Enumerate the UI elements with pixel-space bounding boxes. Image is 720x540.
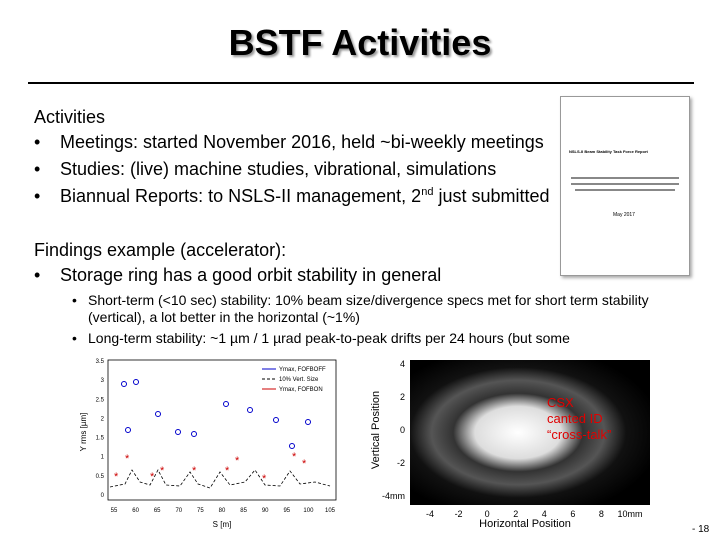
bullet-text: Meetings: started November 2016, held ~b… bbox=[60, 132, 544, 152]
svg-text:*: * bbox=[150, 471, 155, 483]
x-tick-label: 90 bbox=[262, 508, 269, 514]
report-date: May 2017 bbox=[613, 212, 635, 218]
svg-text:*: * bbox=[302, 458, 307, 470]
x-axis-label: S [m] bbox=[213, 520, 232, 529]
sub-bullet-text: Short-term (<10 sec) stability: 10% beam… bbox=[88, 292, 649, 325]
report-thumbnail: NSLS-II Beam Stability Task Force Report… bbox=[560, 96, 690, 276]
svg-text:*: * bbox=[262, 473, 267, 485]
svg-text:*: * bbox=[192, 465, 197, 477]
x-axis-label: Horizontal Position bbox=[479, 518, 571, 530]
x-tick-label: 105 bbox=[325, 508, 336, 514]
legend-label: Ymax, FOFBON bbox=[279, 387, 323, 393]
y-tick-label: 3.5 bbox=[96, 359, 105, 365]
y-tick-label: -2 bbox=[397, 458, 405, 468]
activities-heading: Activities bbox=[34, 107, 106, 127]
beam-profile bbox=[410, 360, 650, 505]
bullet-text: Storage ring has a good orbit stability … bbox=[60, 265, 442, 285]
x-tick-label: 75 bbox=[197, 508, 204, 514]
y-tick-label: 2 bbox=[400, 392, 405, 402]
bullet: • bbox=[34, 132, 41, 152]
markers-on: * * * * * * * * * * bbox=[114, 451, 307, 485]
x-tick-label: 55 bbox=[111, 508, 118, 514]
annotation: canted ID bbox=[547, 411, 603, 426]
svg-text:*: * bbox=[125, 453, 130, 465]
y-axis-label: Vertical Position bbox=[370, 391, 382, 469]
x-tick-label: 6 bbox=[570, 509, 575, 519]
sub-bullet-text: Long-term stability: ~1 µm / 1 µrad peak… bbox=[88, 330, 570, 346]
findings-heading: Findings example (accelerator): bbox=[34, 240, 287, 260]
svg-text:*: * bbox=[225, 465, 230, 477]
page-number: - 18 bbox=[692, 524, 710, 535]
legend-label: Ymax, FOFBOFF bbox=[279, 367, 326, 373]
x-tick-label: 0 bbox=[485, 509, 490, 519]
bullet: • bbox=[34, 186, 41, 206]
annotation: “cross-talk” bbox=[547, 427, 611, 442]
author-line bbox=[575, 189, 675, 191]
title-rule bbox=[28, 82, 694, 84]
markers-off bbox=[121, 379, 311, 449]
y-tick-label: 1 bbox=[101, 455, 105, 461]
author-line bbox=[571, 183, 679, 185]
y-tick-label: 0.5 bbox=[96, 474, 105, 480]
y-axis-label: Y rms [µm] bbox=[80, 413, 88, 452]
orbit-plot: * * * * * * * * * * 3.5 3 2.5 2 1.5 1 0.5 0 55 60 65 70 75 80 8… bbox=[80, 359, 337, 529]
svg-text:*: * bbox=[114, 471, 119, 483]
text: just submitted bbox=[433, 186, 550, 206]
bullet: • bbox=[34, 159, 41, 179]
svg-text:*: * bbox=[235, 455, 240, 467]
svg-text:*: * bbox=[292, 451, 297, 463]
y-tick-label: 0 bbox=[400, 425, 405, 435]
plot-frame bbox=[107, 359, 337, 501]
x-tick-label: 70 bbox=[175, 508, 182, 514]
y-tick-label: -4mm bbox=[382, 491, 405, 501]
y-tick-label: 4 bbox=[400, 359, 405, 369]
bullet-text: Biannual Reports: to NSLS-II management,… bbox=[60, 186, 550, 207]
x-tick-label: 2 bbox=[513, 509, 518, 519]
x-tick-label: 100 bbox=[303, 508, 314, 514]
report-title: NSLS-II Beam Stability Task Force Report bbox=[569, 149, 648, 154]
text: Biannual Reports: to NSLS-II management,… bbox=[60, 186, 422, 206]
author-line bbox=[571, 177, 679, 179]
x-tick-label: 85 bbox=[240, 508, 247, 514]
legend-label: 10% Vert. Size bbox=[279, 377, 319, 383]
y-tick-label: 2 bbox=[101, 416, 105, 422]
beam-image: 4 2 0 -2 -4mm -4 -2 0 2 4 6 8 10mm Vertical Position… bbox=[370, 359, 650, 530]
sub-bullet: • bbox=[72, 330, 77, 346]
x-tick-label: 65 bbox=[154, 508, 161, 514]
x-tick-label: 95 bbox=[283, 508, 290, 514]
x-tick-label: 80 bbox=[219, 508, 226, 514]
bullet-text: Studies: (live) machine studies, vibrati… bbox=[60, 159, 497, 179]
y-tick-label: 3 bbox=[101, 378, 105, 384]
superscript: nd bbox=[421, 186, 434, 198]
x-tick-label: -4 bbox=[426, 509, 434, 519]
y-tick-label: 1.5 bbox=[96, 436, 105, 442]
x-tick-label: 8 bbox=[599, 509, 604, 519]
svg-text:*: * bbox=[160, 465, 165, 477]
x-tick-label: -2 bbox=[455, 509, 463, 519]
x-tick-label: 4 bbox=[542, 509, 547, 519]
bullet: • bbox=[34, 265, 41, 285]
title: BSTF Activities bbox=[228, 22, 492, 63]
y-tick-label: 0 bbox=[101, 493, 105, 499]
y-tick-label: 2.5 bbox=[96, 397, 105, 403]
x-tick-label: 10mm bbox=[617, 509, 642, 519]
x-tick-label: 60 bbox=[132, 508, 139, 514]
sub-bullet: • bbox=[72, 292, 77, 308]
annotation: CSX bbox=[547, 395, 574, 410]
